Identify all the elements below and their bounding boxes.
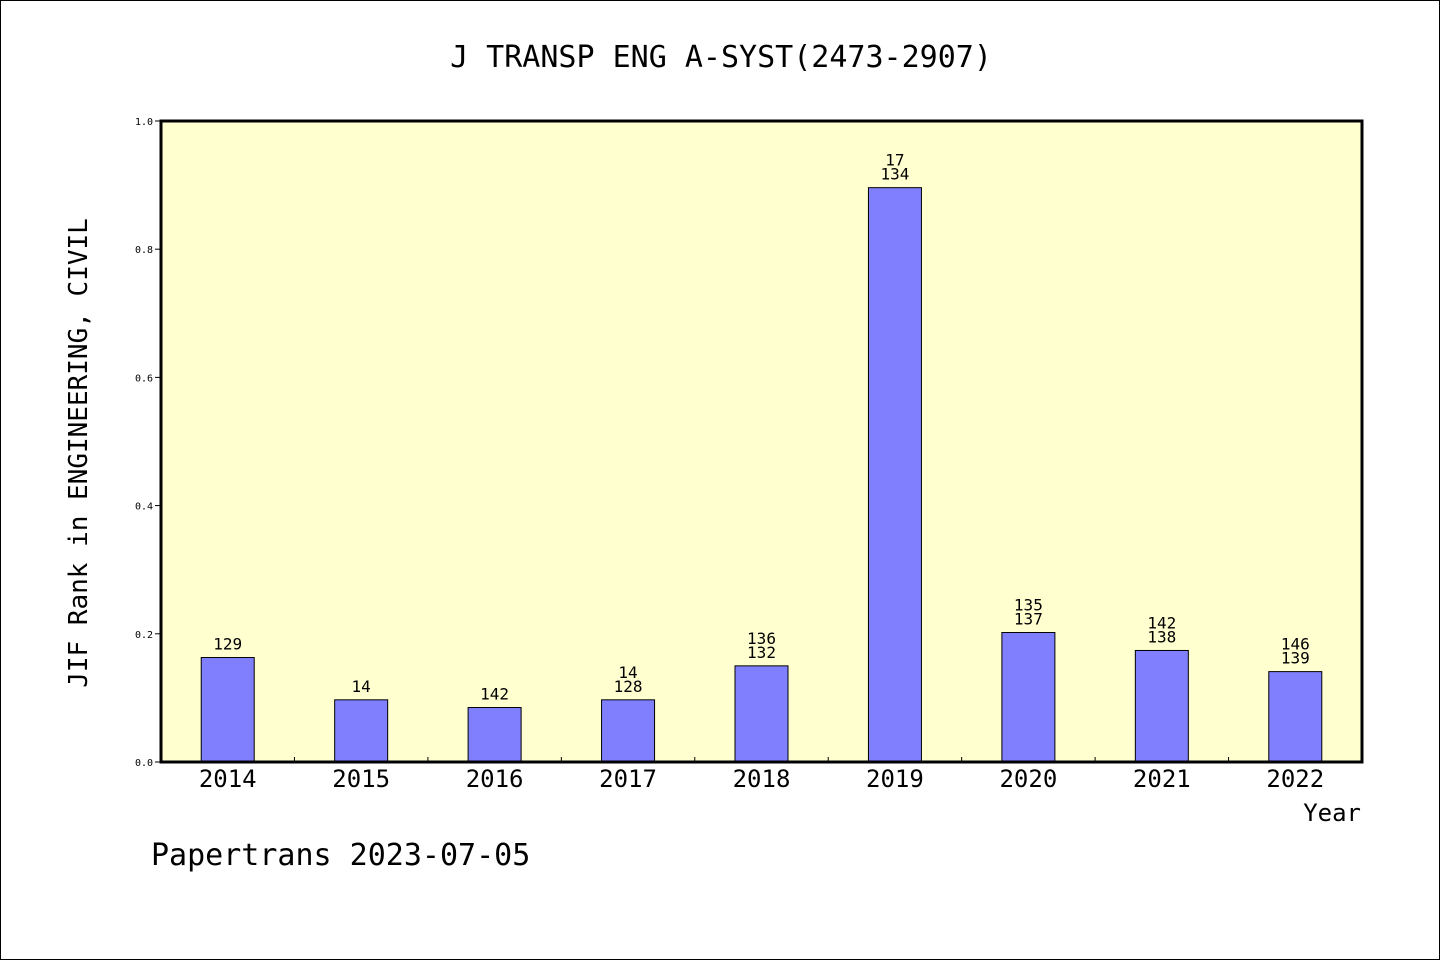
data-label-2015: 14 [352,677,371,696]
bar-2015 [334,699,389,763]
x-tick-label: 2017 [599,765,657,793]
x-tick-label: 2019 [866,765,924,793]
data-label-2017: 14 [618,663,637,682]
bar-2017 [601,699,656,763]
data-label-2019: 134 [880,165,909,184]
footer-credit: Papertrans 2023-07-05 [151,838,530,873]
y-tick-label: 1.0 [135,117,153,128]
bar-2014 [200,657,255,763]
x-axis: 2014 2015 2016 2017 2018 2019 2020 2021 2022 [199,757,1324,793]
x-axis-label: Year [1303,799,1361,827]
x-tick-label: 2014 [199,765,257,793]
y-axis: 0.0 0.2 0.4 0.6 0.8 1.0 [135,117,161,769]
data-label-2020: 137 [1014,610,1043,629]
y-tick-label: 0.6 [135,373,153,384]
bar-2020 [1001,632,1056,763]
bar-2016 [467,707,522,763]
x-tick-label: 2016 [466,765,524,793]
data-label-2018: 132 [747,643,776,662]
data-label-2020: 135 [1014,596,1043,615]
data-label-2022: 146 [1281,635,1310,654]
data-label-2021: 138 [1147,627,1176,646]
bar-2019 [867,187,922,763]
x-tick-label: 2020 [999,765,1057,793]
bars-group [200,187,1323,763]
y-tick-label: 0.8 [135,245,153,256]
data-label-2016: 142 [480,685,509,704]
y-tick-label: 0.2 [135,630,153,641]
x-tick-label: 2018 [733,765,791,793]
x-tick-label: 2022 [1266,765,1324,793]
data-label-2018: 136 [747,629,776,648]
chart-title: J TRANSP ENG A-SYST(2473-2907) [450,40,992,75]
x-tick-label: 2021 [1133,765,1191,793]
data-label-2019: 17 [885,151,904,170]
data-label-2014: 129 [213,635,242,654]
plot-border [159,119,1364,764]
bar-2021 [1134,649,1189,763]
bar-2022 [1268,671,1323,763]
x-tick-label: 2015 [332,765,390,793]
y-axis-label: JIF Rank in ENGINEERING, CIVIL [64,218,94,688]
y-tick-label: 0.4 [135,502,153,513]
data-label-2021: 142 [1147,613,1176,632]
data-label-2022: 139 [1281,649,1310,668]
bar-2018 [734,665,789,763]
y-tick-label: 0.0 [135,758,153,769]
data-label-2017: 128 [614,677,643,696]
